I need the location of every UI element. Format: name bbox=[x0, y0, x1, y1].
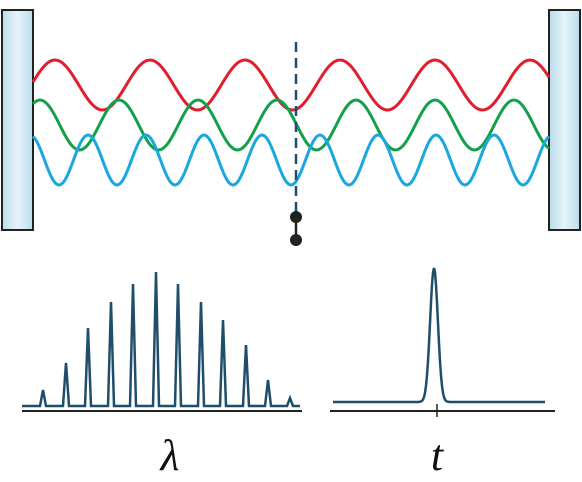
mode-wave bbox=[31, 133, 551, 187]
cavity-modes bbox=[31, 58, 551, 187]
mode-wave bbox=[31, 58, 551, 112]
observation-dot bbox=[290, 211, 302, 223]
observation-dot bbox=[290, 234, 302, 246]
pulse-trace bbox=[333, 267, 545, 404]
left-mirror bbox=[1, 9, 34, 231]
right-mirror bbox=[548, 9, 581, 231]
mode-wave bbox=[31, 98, 550, 152]
wavelength-label: λ bbox=[158, 431, 179, 480]
time-label: t bbox=[431, 431, 445, 480]
spectrum-trace bbox=[22, 271, 300, 408]
